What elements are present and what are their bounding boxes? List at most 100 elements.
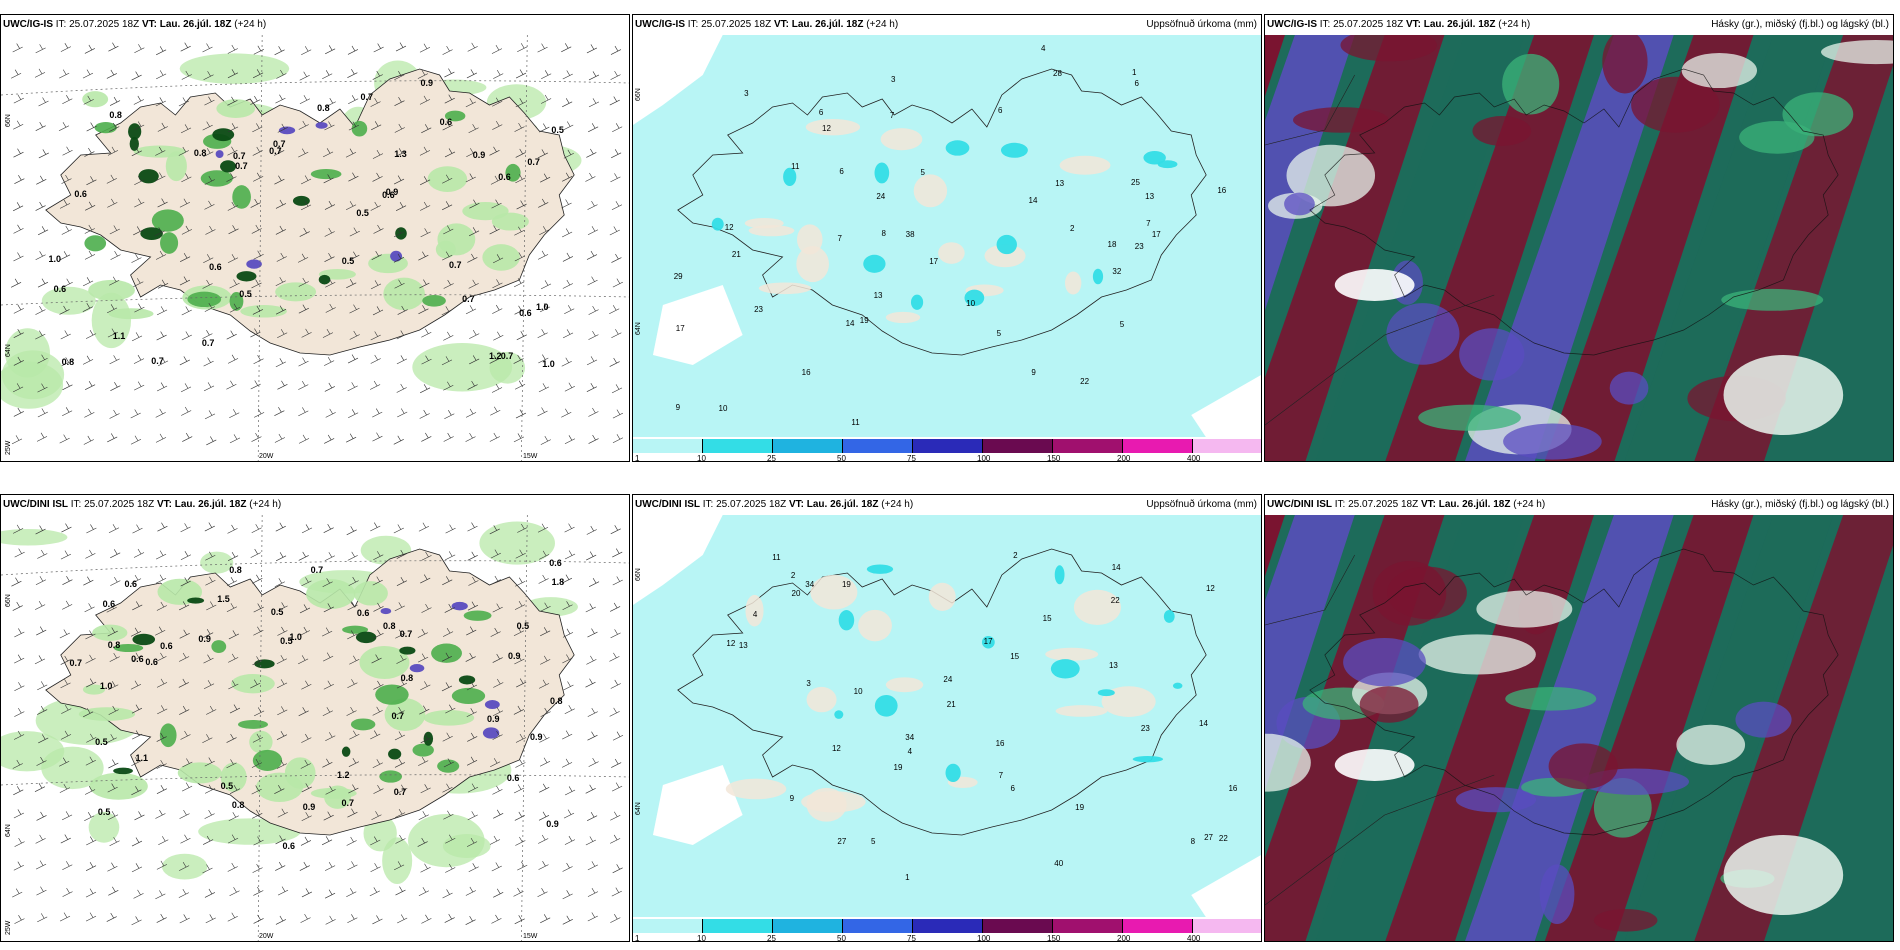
model-name: UWC/DINI ISL bbox=[3, 499, 68, 510]
precip-amount-label: 12 bbox=[724, 222, 734, 232]
precip-value-label: 0.6 bbox=[131, 653, 144, 664]
precip-amount-label: 2 bbox=[1013, 550, 1018, 560]
wind-barb bbox=[421, 914, 432, 924]
wind-barb bbox=[131, 147, 142, 157]
wind-barb bbox=[301, 577, 312, 587]
wind-barb bbox=[611, 782, 623, 792]
domain-boundary-line bbox=[1265, 74, 1495, 426]
wind-barb bbox=[202, 734, 213, 744]
wind-barb bbox=[493, 809, 504, 819]
moderate-precip-area bbox=[160, 232, 179, 254]
wind-barb bbox=[396, 679, 408, 689]
precip-amount-label: 12 bbox=[831, 744, 841, 754]
wind-barb bbox=[587, 276, 598, 286]
wind-barb bbox=[563, 681, 574, 691]
wind-barb bbox=[515, 733, 527, 743]
latitude-label: 66N bbox=[635, 88, 642, 101]
wind-barb bbox=[564, 435, 576, 445]
wind-barb bbox=[349, 227, 360, 237]
vt-prefix: VT: bbox=[156, 499, 172, 510]
moderate-precip-area bbox=[1097, 689, 1115, 697]
wind-barb bbox=[396, 654, 407, 664]
wind-barb bbox=[370, 863, 381, 873]
moderate-precip-area bbox=[351, 120, 368, 137]
wind-barb bbox=[469, 329, 480, 339]
light-precip-area bbox=[384, 698, 426, 732]
precip-amount-label: 5 bbox=[1119, 320, 1125, 330]
wind-barb bbox=[443, 432, 454, 442]
light-precip-area bbox=[249, 730, 273, 754]
panel-header: UWC/DINI ISL IT: 25.07.2025 18Z VT: Lau.… bbox=[1, 495, 629, 515]
precip-value-label: 1.0 bbox=[542, 359, 555, 370]
wind-barb bbox=[372, 759, 383, 769]
wind-barb bbox=[155, 433, 167, 443]
wind-barb bbox=[205, 576, 216, 586]
wind-barb bbox=[585, 678, 596, 688]
precip-value-label: 0.5 bbox=[95, 736, 108, 747]
moderate-precip-area bbox=[437, 759, 460, 773]
precip-value-label: 0.6 bbox=[74, 188, 87, 199]
wind-barb bbox=[251, 279, 262, 289]
wind-barb bbox=[107, 783, 118, 793]
wind-barb bbox=[35, 251, 46, 261]
wind-barb bbox=[418, 251, 429, 261]
precip-value-label: 0.7 bbox=[393, 787, 407, 798]
wind-barb bbox=[61, 704, 72, 714]
wind-barb bbox=[420, 681, 431, 691]
moderate-precip-area bbox=[151, 209, 184, 232]
precip-value-label: 0.7 bbox=[269, 145, 282, 156]
wind-barb bbox=[465, 886, 476, 896]
wind-barb bbox=[35, 525, 46, 535]
wind-barb bbox=[253, 626, 264, 636]
precip-amount-label: 13 bbox=[1108, 661, 1118, 670]
wind-barb bbox=[562, 890, 573, 900]
wind-barb bbox=[130, 680, 142, 690]
precip-value-label: 0.9 bbox=[486, 714, 500, 725]
wind-barb bbox=[62, 407, 73, 417]
wind-barb bbox=[417, 69, 428, 79]
precip-amount-label: 8 bbox=[1190, 836, 1196, 846]
wind-barb bbox=[540, 173, 551, 183]
wind-barb bbox=[226, 380, 237, 390]
wind-barb bbox=[468, 124, 479, 134]
colorbar-tick-label: 400 bbox=[1187, 934, 1201, 942]
land-no-precip-area bbox=[913, 174, 948, 208]
wind-barb bbox=[206, 436, 217, 446]
wind-barb bbox=[154, 227, 165, 237]
wind-barb bbox=[466, 626, 477, 636]
wind-barb bbox=[275, 199, 287, 209]
clear-sky-area bbox=[1334, 749, 1415, 781]
wind-barb bbox=[515, 836, 526, 846]
init-time: 25.07.2025 18Z bbox=[716, 499, 787, 510]
precip-amount-label: 7 bbox=[998, 770, 1004, 780]
wind-barb bbox=[14, 707, 25, 717]
wind-barb bbox=[372, 306, 384, 316]
wind-barb bbox=[107, 146, 119, 156]
wind-barb bbox=[109, 276, 120, 286]
precip-amount-label: 10 bbox=[718, 403, 728, 413]
precip-value-label: 0.6 bbox=[102, 598, 116, 609]
precip-value-label: 0.9 bbox=[385, 187, 399, 198]
wind-barb bbox=[132, 601, 143, 611]
wind-barb bbox=[393, 253, 405, 263]
wind-barb bbox=[109, 122, 120, 132]
wind-barb bbox=[180, 577, 191, 587]
wind-barb bbox=[538, 679, 550, 689]
wind-barb bbox=[180, 383, 192, 393]
wind-barb bbox=[182, 758, 193, 768]
precip-amount-label: 3 bbox=[744, 88, 749, 98]
wind-barb bbox=[611, 253, 622, 263]
wind-barb bbox=[179, 356, 190, 366]
wind-barb bbox=[538, 198, 549, 208]
moderate-precip-area bbox=[1132, 756, 1164, 763]
wind-barb bbox=[62, 146, 73, 156]
light-precip-area bbox=[482, 244, 520, 271]
wind-barb bbox=[587, 887, 599, 897]
wind-barb bbox=[393, 524, 404, 534]
wind-barb bbox=[298, 707, 309, 717]
land-no-precip-area bbox=[805, 118, 861, 136]
wind-barb bbox=[489, 835, 501, 845]
light-precip-area bbox=[216, 99, 256, 118]
wind-barb bbox=[347, 354, 359, 364]
wind-barb bbox=[86, 122, 97, 132]
